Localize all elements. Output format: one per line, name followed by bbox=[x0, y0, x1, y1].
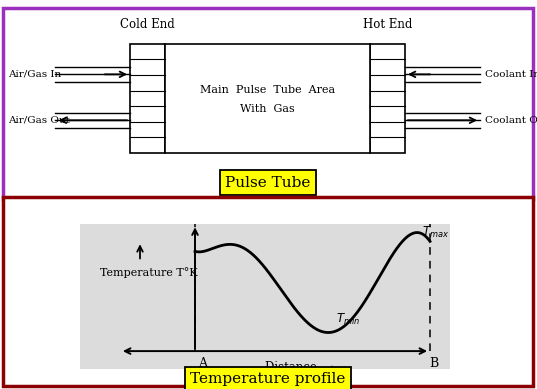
Text: $T_{max}$: $T_{max}$ bbox=[422, 225, 449, 240]
Text: With  Gas: With Gas bbox=[240, 104, 295, 114]
Text: Pulse Tube: Pulse Tube bbox=[226, 175, 311, 189]
Text: Coolant In: Coolant In bbox=[485, 70, 537, 79]
Text: Air/Gas Out: Air/Gas Out bbox=[8, 116, 70, 125]
Text: Temperature profile: Temperature profile bbox=[190, 372, 346, 386]
Text: $T_{min}$: $T_{min}$ bbox=[336, 312, 360, 326]
Bar bbox=[165, 44, 370, 153]
Text: Distance  →: Distance → bbox=[265, 361, 335, 374]
Text: Coolant Out: Coolant Out bbox=[485, 116, 537, 125]
Bar bbox=[130, 44, 165, 153]
Text: Cold End: Cold End bbox=[120, 18, 175, 31]
Text: A: A bbox=[199, 357, 207, 370]
Bar bbox=[370, 44, 405, 153]
Text: Air/Gas In: Air/Gas In bbox=[8, 70, 61, 79]
Text: Main  Pulse  Tube  Area: Main Pulse Tube Area bbox=[200, 85, 335, 95]
Text: Temperature T°K: Temperature T°K bbox=[100, 267, 198, 278]
Text: B: B bbox=[430, 357, 439, 370]
Text: Hot End: Hot End bbox=[363, 18, 412, 31]
Bar bbox=[80, 224, 450, 369]
